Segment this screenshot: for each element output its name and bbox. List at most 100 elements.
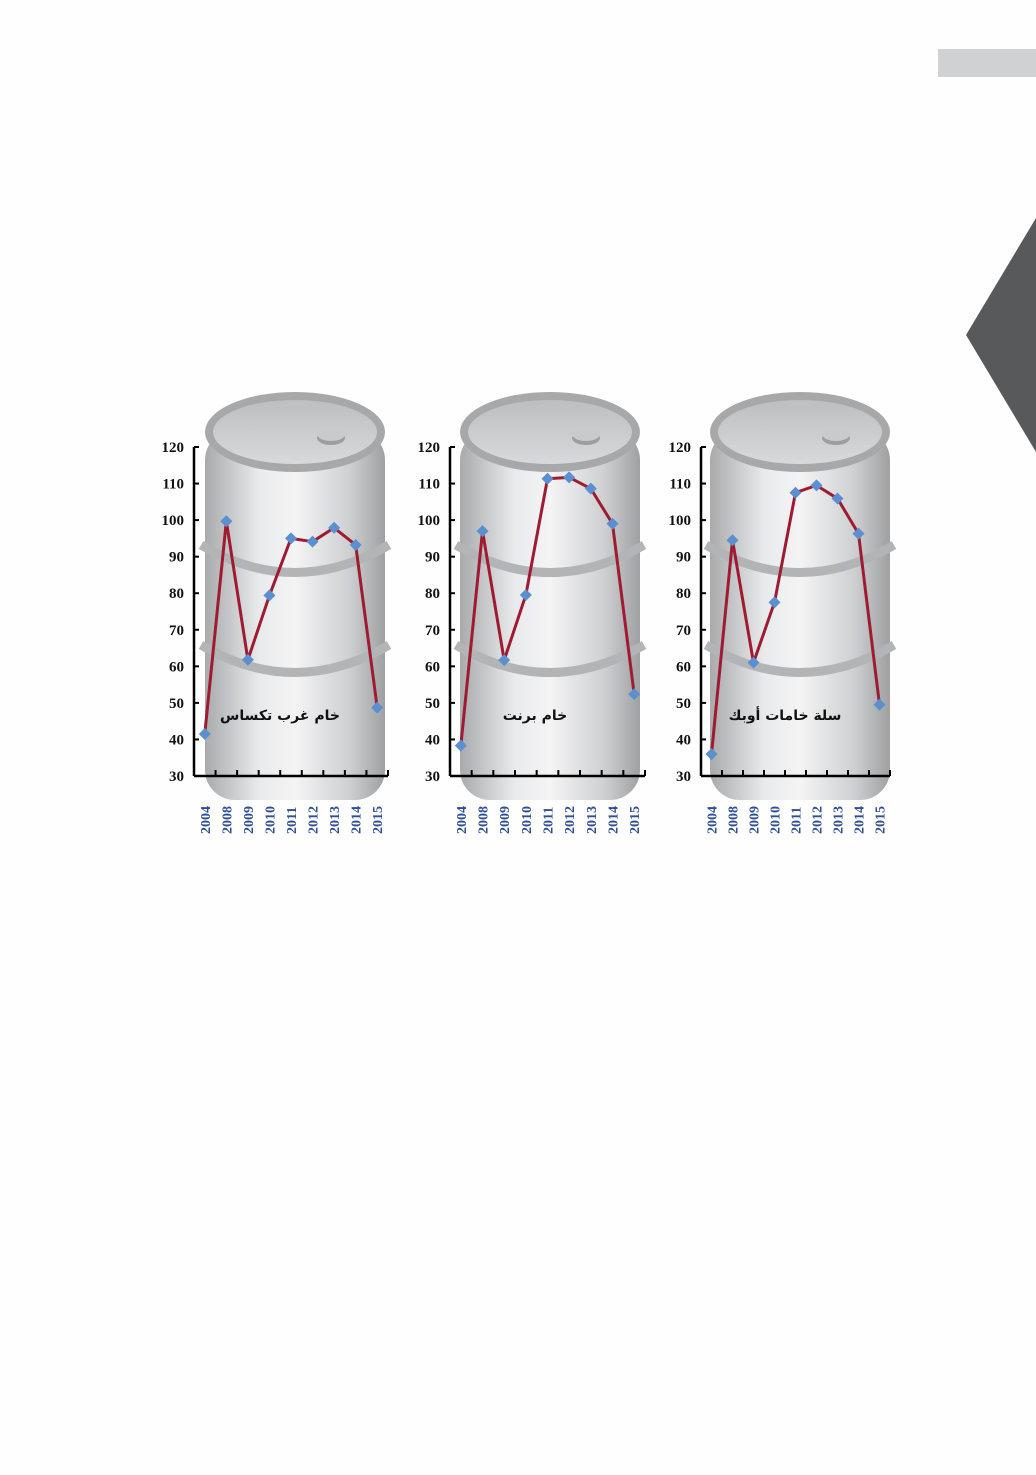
y-tick-label: 90 (676, 550, 691, 566)
data-point-2011 (789, 486, 802, 499)
x-tick-label: 2014 (350, 806, 365, 834)
barrel-ring-1 (703, 541, 897, 577)
x-tick-label: 2009 (748, 806, 763, 834)
y-tick-label: 40 (169, 732, 184, 748)
x-tick-label: 2008 (220, 806, 235, 834)
y-tick-label: 60 (425, 659, 440, 675)
data-point-2013 (328, 521, 341, 534)
x-tick-label: 2004 (199, 806, 214, 834)
barrel-top (213, 400, 377, 464)
barrel-body (205, 430, 385, 800)
chart-title: سلة خامات أوبك (729, 706, 842, 724)
barrel-illustration (198, 392, 392, 800)
data-point-2008 (220, 515, 233, 528)
barrel-cap-top (317, 427, 345, 441)
barrel-cap-top (822, 427, 850, 441)
data-point-2015 (873, 698, 886, 711)
x-tick-label: 2015 (371, 806, 386, 834)
header-decoration-bar (938, 49, 1036, 77)
x-tick-label: 2012 (307, 806, 322, 834)
data-point-2012 (810, 479, 823, 492)
barrel-body (460, 430, 640, 800)
y-tick-label: 120 (418, 440, 441, 456)
barrel-body (710, 430, 890, 800)
data-point-2009 (241, 653, 254, 666)
y-tick-label: 40 (425, 732, 440, 748)
data-point-2013 (584, 482, 597, 495)
chart-title: خام برنت (503, 708, 568, 724)
y-tick-label: 110 (418, 477, 440, 493)
y-tick-label: 60 (169, 659, 184, 675)
y-tick-label: 70 (676, 623, 691, 639)
y-tick-label: 80 (169, 586, 184, 602)
data-point-2012 (306, 535, 319, 548)
y-tick-label: 70 (425, 623, 440, 639)
x-tick-label: 2012 (563, 806, 578, 834)
x-tick-label: 2011 (285, 807, 300, 834)
data-point-2015 (371, 701, 384, 714)
chevron-decoration (966, 218, 1036, 452)
barrel-top (718, 400, 882, 464)
x-tick-label: 2014 (853, 806, 868, 834)
chart-2: خام برنت 30 40 50 60 70 80 90 100 110 120 2004 2008 2… (418, 392, 647, 834)
barrel-cap-top (572, 427, 600, 441)
y-tick-label: 80 (425, 586, 440, 602)
y-tick-label: 70 (169, 623, 184, 639)
data-point-2009 (747, 656, 760, 669)
barrel-ring-2 (453, 641, 647, 677)
x-tick-label: 2010 (520, 806, 535, 834)
data-point-2008 (476, 525, 489, 538)
chart-1: خام غرب تكساس 30 40 50 60 70 80 90 100 110 120 2004… (162, 392, 392, 834)
data-point-2011 (541, 472, 554, 485)
x-tick-label: 2010 (769, 806, 784, 834)
data-point-2010 (768, 596, 781, 609)
y-tick-label: 90 (169, 550, 184, 566)
barrel-top (468, 400, 632, 464)
x-tick-label: 2009 (498, 806, 513, 834)
y-tick-label: 50 (169, 696, 184, 712)
y-tick-label: 120 (669, 440, 692, 456)
chart-title: خام غرب تكساس (220, 708, 340, 724)
x-tick-label: 2008 (477, 806, 492, 834)
y-tick-label: 100 (418, 513, 441, 529)
data-point-2010 (519, 589, 532, 602)
y-tick-label: 40 (676, 732, 691, 748)
data-point-2012 (563, 471, 576, 484)
data-point-2014 (852, 527, 865, 540)
y-tick-label: 60 (676, 659, 691, 675)
y-tick-label: 100 (669, 513, 692, 529)
y-tick-label: 90 (425, 550, 440, 566)
x-tick-label: 2015 (874, 806, 889, 834)
data-point-2015 (628, 688, 641, 701)
data-point-2014 (606, 517, 619, 530)
data-point-2004 (705, 748, 718, 761)
y-tick-label: 100 (162, 513, 185, 529)
x-tick-label: 2004 (455, 806, 470, 834)
barrel-illustration (703, 392, 897, 800)
x-tick-label: 2012 (811, 806, 826, 834)
x-tick-label: 2014 (607, 806, 622, 834)
y-tick-label: 80 (676, 586, 691, 602)
x-tick-label: 2013 (585, 806, 600, 834)
barrel-ring-2 (703, 641, 897, 677)
data-point-2009 (498, 654, 511, 667)
x-tick-label: 2015 (628, 806, 643, 834)
y-tick-label: 110 (669, 477, 691, 493)
x-tick-label: 2011 (542, 807, 557, 834)
data-point-2004 (454, 739, 467, 752)
chart-3: سلة خامات أوبك 30 40 50 60 70 80 90 100 110 120 200… (669, 392, 897, 834)
x-tick-label: 2009 (242, 806, 257, 834)
y-tick-label: 50 (676, 696, 691, 712)
x-tick-label: 2010 (263, 806, 278, 834)
y-tick-label: 30 (425, 769, 440, 785)
barrel-illustration (453, 392, 647, 800)
x-tick-label: 2013 (328, 806, 343, 834)
y-tick-label: 110 (162, 477, 184, 493)
y-tick-label: 120 (162, 440, 185, 456)
data-point-2011 (285, 532, 297, 545)
x-tick-label: 2008 (727, 806, 742, 834)
y-tick-label: 50 (425, 696, 440, 712)
barrel-ring-2 (198, 641, 392, 677)
x-tick-label: 2004 (706, 806, 721, 834)
